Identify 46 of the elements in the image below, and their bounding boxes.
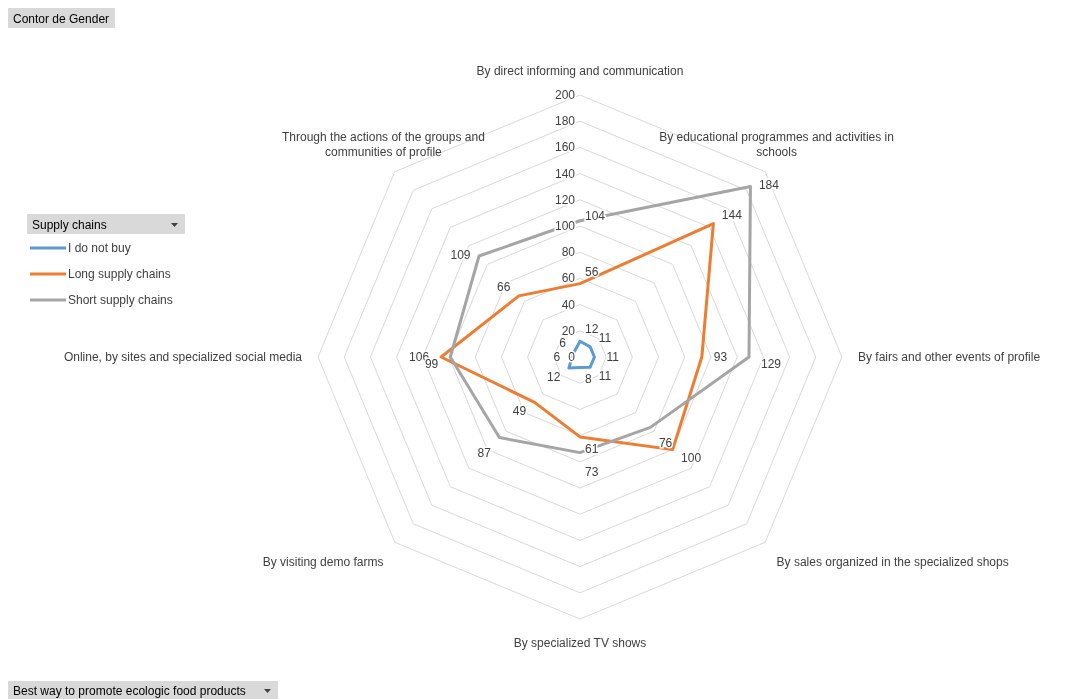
data-label: 144 — [721, 208, 743, 223]
data-label: 73 — [585, 464, 599, 479]
data-label: 49 — [512, 403, 527, 418]
y-tick-label: 140 — [554, 166, 576, 181]
data-label: 129 — [760, 357, 782, 371]
data-label: 61 — [585, 441, 599, 456]
data-label: 100 — [681, 451, 702, 466]
data-label: 12 — [547, 369, 561, 384]
data-label: 93 — [713, 350, 728, 364]
data-label: 104 — [585, 208, 606, 223]
y-tick-label: 60 — [561, 271, 576, 286]
spoke-label: Through the actions of the groups and communities of profile — [282, 130, 485, 160]
data-label: 87 — [477, 446, 492, 461]
spoke-label: By educational programmes and activities in schools — [659, 130, 894, 160]
data-label: 76 — [658, 435, 673, 450]
legend-label: Long supply chains — [68, 267, 171, 281]
data-label: 6 — [553, 350, 561, 364]
spoke-label: By specialized TV shows — [513, 636, 647, 650]
text: Contor de Gender — [13, 12, 110, 26]
text: Best way to promote ecologic food products — [13, 684, 246, 698]
data-label: 66 — [497, 280, 511, 295]
y-tick-label: 80 — [561, 245, 576, 260]
y-tick-label: 120 — [554, 192, 576, 207]
y-tick-label: 160 — [554, 140, 576, 155]
legend-label: Short supply chains — [68, 293, 173, 307]
y-tick-label: 100 — [554, 219, 576, 233]
data-label: 11 — [598, 368, 612, 383]
y-tick-label: 20 — [561, 323, 576, 338]
data-label: 11 — [598, 331, 612, 346]
spoke-label: Online, by sites and specialized social media — [63, 350, 303, 364]
spoke-label: By fairs and other events of profile — [858, 350, 1041, 364]
legend-label: I do not buy — [68, 241, 131, 255]
y-tick-label: 180 — [554, 114, 576, 129]
data-label: 11 — [606, 350, 620, 364]
data-label: 109 — [450, 247, 471, 262]
data-label: 8 — [585, 372, 592, 387]
y-tick-label: 200 — [554, 88, 576, 102]
legend-title: Supply chains — [32, 218, 107, 232]
data-label: 184 — [758, 178, 780, 193]
spoke-label: By direct informing and communication — [476, 64, 684, 78]
data-label: 56 — [585, 264, 599, 279]
data-label: 6 — [559, 335, 567, 350]
spoke-label: By sales organized in the specialized shops — [776, 554, 1009, 569]
y-tick-label: 40 — [561, 297, 576, 312]
data-label: 12 — [585, 322, 599, 337]
spoke-label: By visiting demo farms — [262, 554, 384, 569]
